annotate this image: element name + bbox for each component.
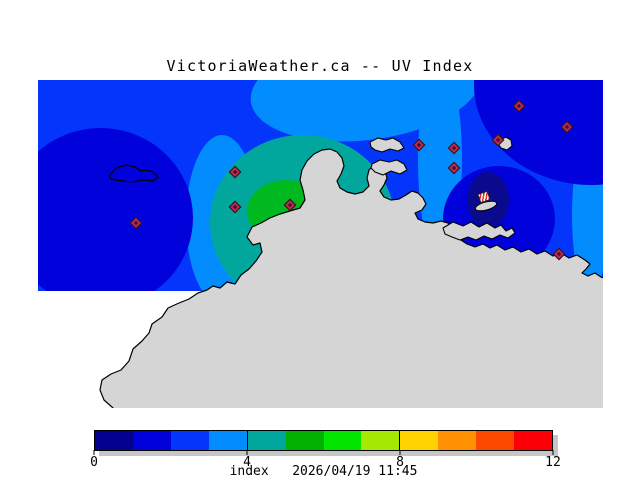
- colorbar-segment: [399, 431, 439, 450]
- colorbar-tick: [552, 450, 554, 455]
- colorbar-tick-label: 4: [243, 455, 251, 470]
- colorbar-segment: [95, 431, 133, 450]
- colorbar: [94, 430, 553, 451]
- island-nw-1: [369, 137, 405, 153]
- colorbar-segment: [170, 431, 209, 450]
- colorbar-segment: [476, 431, 515, 450]
- island-nw-2: [370, 159, 408, 176]
- colorbar-segment: [132, 431, 171, 450]
- harbour-islet: [474, 200, 498, 212]
- page-title: VictoriaWeather.ca -- UV Index: [166, 57, 474, 75]
- landmass: [99, 148, 603, 408]
- colorbar-segment: [438, 431, 477, 450]
- harbour-spit: [442, 221, 516, 241]
- colorbar-segment: [514, 431, 553, 450]
- colorbar-tick: [246, 450, 248, 455]
- colorbar-tick-label: 12: [545, 455, 561, 470]
- colorbar-segment: [285, 431, 324, 450]
- uv-map: [38, 80, 603, 408]
- colorbar-caption: index 2026/04/19 11:45: [229, 464, 418, 479]
- colorbar-tick: [93, 450, 95, 455]
- colorbar-segment: [361, 431, 400, 450]
- colorbar-tick-label: 0: [90, 455, 98, 470]
- colorbar-tick: [399, 450, 401, 455]
- coastline-layer: [99, 136, 603, 408]
- uv-region-dark-left: [38, 128, 193, 291]
- colorbar-ticks: 0 4 8 12: [90, 450, 561, 480]
- race-rocks-contour: [109, 164, 159, 183]
- colorbar-tick-label: 8: [396, 455, 404, 470]
- colorbar-segment: [323, 431, 362, 450]
- colorbar-segment: [208, 431, 247, 450]
- colorbar-segment: [246, 431, 286, 450]
